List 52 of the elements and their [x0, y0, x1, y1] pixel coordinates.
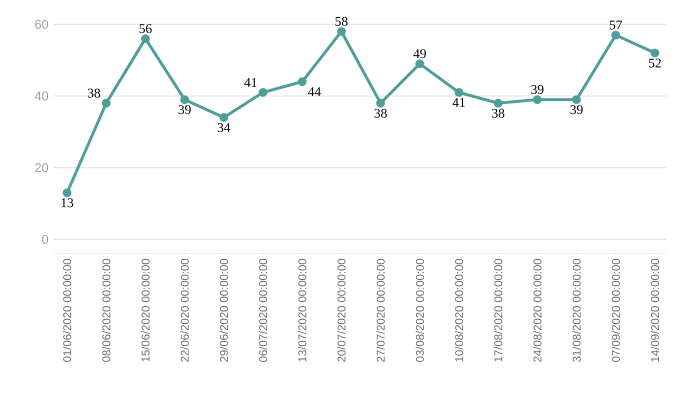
- x-tick-label: 17/08/2020 00:00:00: [494, 258, 502, 362]
- point: [258, 88, 268, 97]
- x-tick-label: 20/07/2020 00:00:00: [337, 258, 346, 362]
- y-tick-label: 60: [35, 20, 48, 29]
- point: [376, 98, 385, 108]
- x-tick-label: 06/07/2020 00:00:00: [258, 258, 268, 362]
- point: [494, 98, 503, 108]
- y-tick-label: 0: [42, 234, 48, 244]
- data-label: 41: [452, 98, 465, 107]
- point: [298, 77, 307, 86]
- data-label: 57: [610, 20, 622, 30]
- point: [415, 59, 424, 68]
- x-tick-label: 03/08/2020 00:00:00: [416, 258, 424, 362]
- data-label: 13: [62, 198, 74, 208]
- x-tick-label: 31/08/2020 00:00:00: [572, 258, 581, 362]
- data-label: 34: [218, 123, 230, 132]
- point: [454, 88, 464, 97]
- data-label: 38: [374, 108, 387, 118]
- x-tick-label: 14/09/2020 00:00:00: [650, 258, 660, 362]
- point: [180, 95, 190, 104]
- point: [611, 30, 620, 40]
- x-tick-label: 10/08/2020 00:00:00: [454, 258, 464, 362]
- data-label: 52: [649, 58, 661, 68]
- point: [650, 48, 660, 58]
- point: [336, 27, 346, 36]
- data-label: 56: [140, 24, 152, 34]
- x-tick-label: 27/07/2020 00:00:00: [376, 258, 385, 362]
- point: [141, 34, 150, 44]
- x-tick-label: 24/08/2020 00:00:00: [533, 258, 542, 362]
- data-label: 44: [308, 87, 321, 96]
- x-tick-label: 15/06/2020 00:00:00: [141, 258, 150, 362]
- x-tick-label: 01/06/2020 00:00:00: [62, 258, 72, 362]
- point: [572, 95, 581, 104]
- y-tick-label: 40: [34, 92, 48, 100]
- x-tick-label: 13/07/2020 00:00:00: [298, 258, 306, 362]
- data-label: 39: [531, 85, 544, 94]
- x-tick-label: 08/06/2020 00:00:00: [102, 258, 110, 362]
- point: [62, 188, 72, 198]
- data-label: 38: [492, 108, 504, 118]
- x-tick-label: 07/09/2020 00:00:00: [612, 258, 620, 362]
- data-label: 39: [570, 105, 583, 114]
- point: [532, 95, 542, 104]
- x-tick-label: 22/06/2020 00:00:00: [180, 258, 189, 362]
- data-label: 58: [335, 16, 348, 26]
- data-label: 41: [244, 78, 257, 87]
- data-label: 49: [413, 49, 426, 58]
- y-tick-label: 20: [35, 163, 48, 172]
- data-label: 38: [88, 88, 100, 98]
- point: [219, 113, 228, 122]
- x-tick-label: 29/06/2020 00:00:00: [220, 258, 228, 362]
- data-label: 39: [178, 105, 191, 114]
- point: [102, 98, 111, 108]
